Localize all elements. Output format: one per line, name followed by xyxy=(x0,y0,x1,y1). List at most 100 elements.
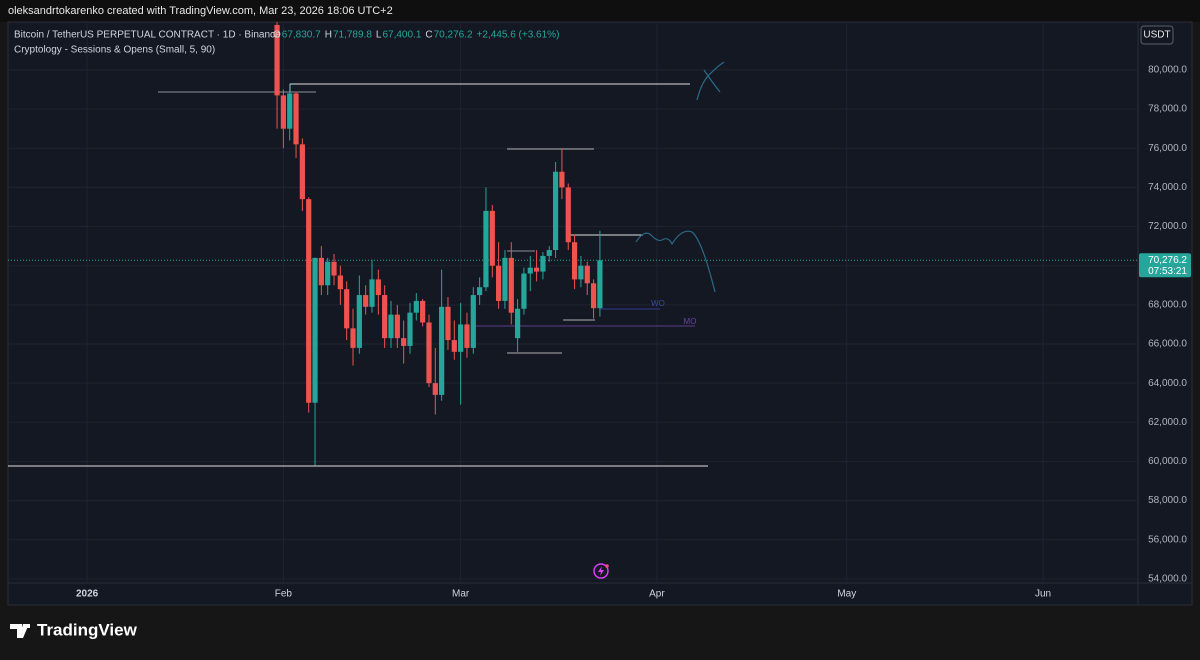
x-tick-label: Feb xyxy=(275,589,293,600)
candle-body xyxy=(527,267,533,274)
x-tick-label: Jun xyxy=(1035,589,1051,600)
alert-icon-dot[interactable] xyxy=(605,564,609,568)
candle-body xyxy=(363,295,369,307)
candle-body xyxy=(502,257,508,301)
candle-body xyxy=(597,260,603,309)
indicator-name: Cryptology - Sessions & Opens (Small, 5,… xyxy=(14,45,215,56)
x-tick-label: 2026 xyxy=(76,589,99,600)
candle-body xyxy=(571,242,578,280)
level-label: MO xyxy=(684,317,697,326)
candle-body xyxy=(508,257,514,313)
candle-body xyxy=(331,261,337,276)
candle-body xyxy=(356,295,362,348)
symbol-title: Bitcoin / TetherUS PERPETUAL CONTRACT · … xyxy=(14,30,281,41)
candle-body xyxy=(407,312,413,346)
y-tick-label: 64,000.0 xyxy=(1148,378,1187,389)
ohlc-letter: L xyxy=(376,30,382,41)
candle-body xyxy=(344,289,350,329)
candle-body xyxy=(280,95,286,129)
x-tick-label: Apr xyxy=(649,589,665,600)
y-tick-label: 58,000.0 xyxy=(1148,495,1187,506)
ohlc-value: 67,830.7 xyxy=(282,30,321,41)
y-tick-label: 72,000.0 xyxy=(1148,221,1187,232)
axes: 54,000.0 56,000.0 58,000.0 60,000.0 62,000.0… xyxy=(76,65,1191,600)
y-tick-label: 78,000.0 xyxy=(1148,104,1187,115)
brand-name: TradingView xyxy=(37,620,138,639)
last-price-box xyxy=(1139,253,1191,278)
candle-body xyxy=(325,261,331,286)
legend: Bitcoin / TetherUS PERPETUAL CONTRACT · … xyxy=(14,30,559,56)
projection-drawing xyxy=(635,230,716,293)
candle-body xyxy=(521,273,527,309)
candle-body xyxy=(318,257,324,286)
candle-body xyxy=(369,279,375,307)
candle-body xyxy=(382,295,388,339)
brand-logo xyxy=(10,624,30,638)
candle-body xyxy=(299,144,305,200)
y-tick-label: 60,000.0 xyxy=(1148,456,1187,467)
candle-body xyxy=(287,93,293,129)
candle-body xyxy=(496,265,502,301)
candle-body xyxy=(470,295,476,348)
candle-body xyxy=(515,308,521,339)
candle-body xyxy=(451,340,457,352)
cross-drawing xyxy=(696,61,725,101)
candle-body xyxy=(565,187,571,243)
x-tick-label: May xyxy=(837,589,856,600)
change-value: +2,445.6 (+3.61%) xyxy=(477,30,560,41)
candle-body xyxy=(477,287,483,296)
candle-body xyxy=(306,199,312,403)
candle-body xyxy=(432,383,438,395)
candle-body xyxy=(458,324,464,352)
alert-icon[interactable] xyxy=(593,563,609,579)
alert-icon-bolt[interactable] xyxy=(598,566,604,576)
candle-body xyxy=(394,314,400,339)
last-price-label: 70,276.2 xyxy=(1148,255,1187,266)
currency-label[interactable]: USDT xyxy=(1143,30,1170,41)
top-bar xyxy=(0,0,1200,22)
candle-body xyxy=(426,322,432,384)
candle-body xyxy=(445,306,451,341)
candle-body xyxy=(312,257,318,403)
candle-body xyxy=(584,265,590,284)
ohlc-value: 67,400.1 xyxy=(382,30,421,41)
y-tick-label: 66,000.0 xyxy=(1148,339,1187,350)
candle-body xyxy=(413,300,419,313)
candle-body xyxy=(388,314,394,339)
y-tick-label: 80,000.0 xyxy=(1148,65,1187,76)
candle-body xyxy=(350,328,356,348)
candle-body xyxy=(401,338,407,346)
ohlc-letter: O xyxy=(273,30,281,41)
ohlc-letter: H xyxy=(325,30,332,41)
drawings xyxy=(8,61,725,467)
y-tick-label: 76,000.0 xyxy=(1148,143,1187,154)
candle-body xyxy=(439,306,445,395)
x-tick-label: Mar xyxy=(452,589,470,600)
candle-body xyxy=(274,24,280,96)
candle-body xyxy=(375,279,381,296)
ohlc-value: 70,276.2 xyxy=(434,30,473,41)
candle-body xyxy=(337,275,343,290)
level-label: WO xyxy=(651,299,665,308)
y-tick-label: 74,000.0 xyxy=(1148,182,1187,193)
footer: TradingView xyxy=(10,620,138,639)
candle-body xyxy=(483,210,489,288)
y-tick-label: 62,000.0 xyxy=(1148,417,1187,428)
alert-icon-ring[interactable] xyxy=(593,563,609,579)
candle-body xyxy=(546,250,552,256)
candle-body xyxy=(293,93,299,145)
candle-body xyxy=(590,283,597,309)
ohlc-letter: C xyxy=(425,30,432,41)
y-tick-label: 56,000.0 xyxy=(1148,534,1187,545)
candle-body xyxy=(464,324,470,348)
y-tick-label: 54,000.0 xyxy=(1148,574,1187,585)
currency-box[interactable] xyxy=(1140,25,1174,45)
candle-body xyxy=(552,171,559,251)
candle-body xyxy=(540,255,546,272)
y-tick-label: 68,000.0 xyxy=(1148,299,1187,310)
candle-body xyxy=(559,171,565,188)
candle-body xyxy=(533,267,540,272)
candle-body xyxy=(578,265,584,280)
ohlc-value: 71,789.8 xyxy=(333,30,372,41)
